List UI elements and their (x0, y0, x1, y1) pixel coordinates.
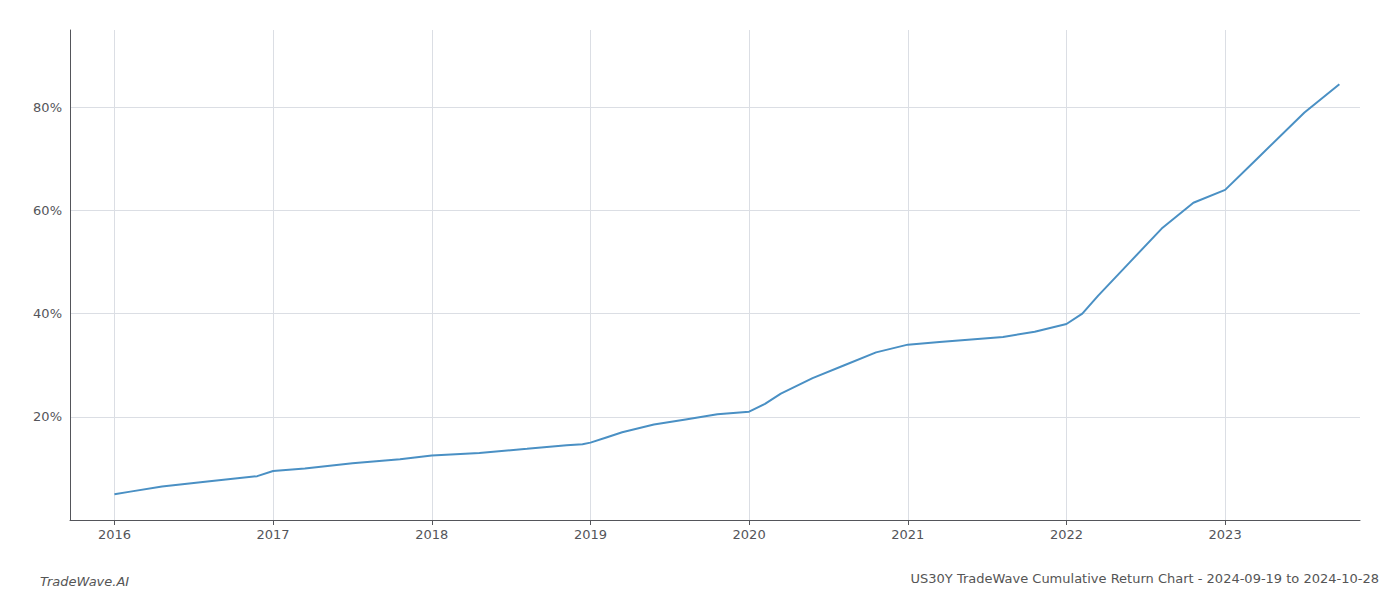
svg-text:2016: 2016 (98, 527, 131, 542)
svg-text:2019: 2019 (574, 527, 607, 542)
svg-text:20%: 20% (33, 409, 62, 424)
svg-text:2017: 2017 (257, 527, 290, 542)
svg-text:2018: 2018 (415, 527, 448, 542)
svg-text:60%: 60% (33, 203, 62, 218)
svg-text:40%: 40% (33, 306, 62, 321)
svg-text:2022: 2022 (1050, 527, 1083, 542)
svg-text:2023: 2023 (1209, 527, 1242, 542)
svg-text:TradeWave.AI: TradeWave.AI (40, 574, 129, 589)
svg-text:2020: 2020 (733, 527, 766, 542)
svg-text:US30Y TradeWave Cumulative Ret: US30Y TradeWave Cumulative Return Chart … (911, 571, 1379, 586)
svg-text:80%: 80% (33, 100, 62, 115)
svg-text:2021: 2021 (891, 527, 924, 542)
